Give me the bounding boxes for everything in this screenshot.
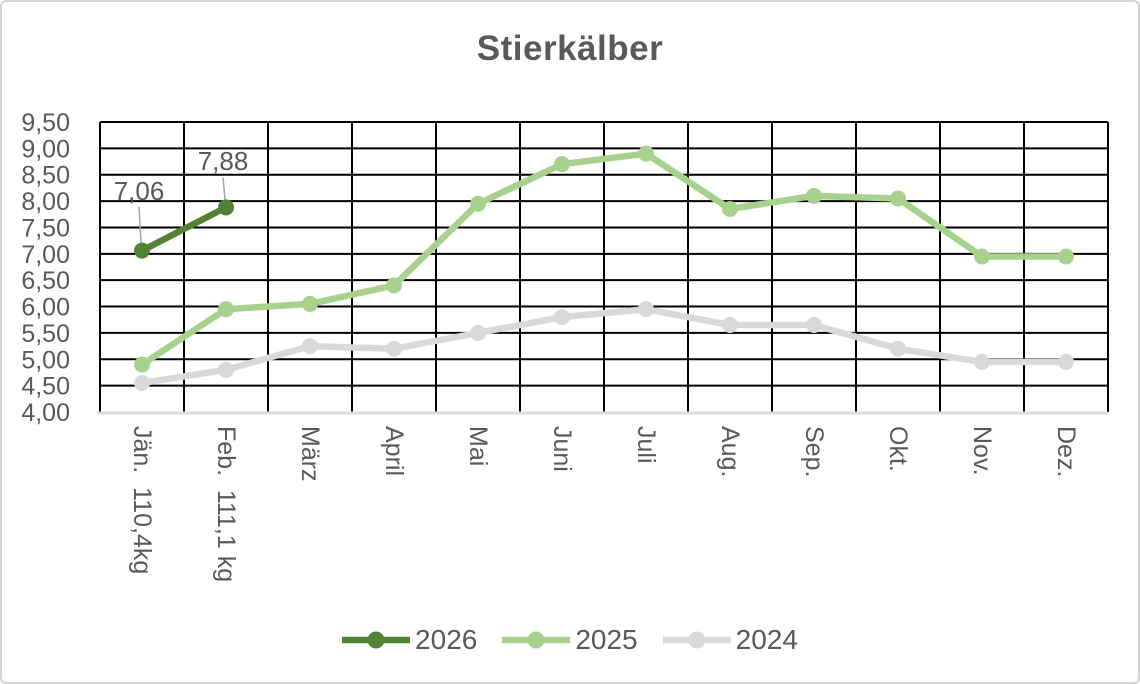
y-tick-label: 5,50 [21, 320, 70, 348]
series-marker-2025 [974, 248, 990, 265]
y-tick-label: 6,50 [21, 267, 70, 295]
series-marker-2025 [554, 156, 570, 173]
series-marker-2024 [302, 338, 318, 355]
x-tick-label: Sep. [799, 426, 828, 478]
data-label: 7,06 [113, 175, 165, 206]
y-tick-label: 7,00 [21, 241, 70, 269]
x-tick-label: Feb. 111,1 kg [211, 426, 240, 583]
y-tick-label: 9,50 [21, 109, 70, 137]
series-marker-2024 [974, 353, 990, 370]
y-tick-label: 9,00 [21, 135, 70, 163]
legend-label: 2026 [415, 624, 478, 655]
x-tick-label: Aug. [715, 426, 744, 478]
series-marker-2026 [134, 242, 150, 259]
series-marker-2026 [218, 199, 234, 216]
legend-item-2026: 2026 [342, 624, 477, 656]
y-tick-label: 8,50 [21, 162, 70, 190]
series-marker-2025 [722, 201, 738, 217]
y-tick-label: 8,00 [21, 188, 70, 216]
series-marker-2025 [806, 187, 822, 204]
series-marker-2025 [134, 356, 150, 373]
series-marker-2024 [1058, 353, 1074, 370]
series-marker-2025 [890, 190, 906, 207]
y-tick-label: 4,50 [21, 373, 70, 401]
series-marker-2024 [386, 340, 402, 357]
series-marker-2025 [218, 301, 234, 318]
series-marker-2024 [554, 309, 570, 326]
x-tick-label: April [379, 426, 408, 477]
series-marker-2025 [302, 295, 318, 312]
x-tick-label: Okt. [883, 426, 912, 472]
x-tick-label: Mai [463, 426, 492, 467]
series-marker-2025 [638, 145, 654, 162]
series-marker-2024 [134, 375, 150, 391]
x-tick-label: Juli [631, 426, 660, 464]
legend-label: 2024 [735, 624, 798, 655]
series-marker-2024 [722, 317, 738, 333]
series-marker-2024 [890, 340, 906, 357]
series-marker-2025 [1058, 248, 1074, 265]
series-marker-2024 [470, 324, 486, 341]
chart-title: Stierkälber [476, 29, 664, 68]
series-line-2026 [138, 204, 230, 254]
legend-label: 2025 [575, 624, 638, 655]
x-tick-label: Dez. [1051, 426, 1080, 478]
x-tick-label: Nov. [967, 426, 996, 476]
x-tick-label: Juni [547, 426, 576, 472]
x-tick-label: Jän. 110,4kg [127, 426, 156, 575]
leader-line [138, 206, 142, 243]
legend: 2026 2025 2024 [2, 624, 1138, 656]
series-marker-2025 [386, 277, 402, 294]
series-marker-2024 [218, 361, 234, 378]
legend-swatch [662, 631, 731, 649]
series-marker-2024 [638, 301, 654, 318]
series-line-2024 [138, 305, 1070, 387]
series-marker-2024 [806, 317, 822, 333]
y-tick-label: 7,50 [21, 214, 70, 242]
legend-swatch [502, 631, 571, 649]
y-tick-label: 4,00 [21, 399, 70, 427]
legend-item-2024: 2024 [662, 624, 798, 656]
series-marker-2025 [470, 195, 486, 212]
data-label: 7,88 [197, 146, 249, 177]
leader-line [222, 177, 226, 200]
legend-swatch [342, 631, 411, 649]
legend-item-2025: 2025 [502, 624, 638, 656]
series-line-2025 [138, 150, 1070, 368]
y-tick-label: 6,00 [21, 294, 70, 322]
y-tick-label: 5,00 [21, 346, 70, 374]
x-tick-label: März [295, 426, 324, 482]
